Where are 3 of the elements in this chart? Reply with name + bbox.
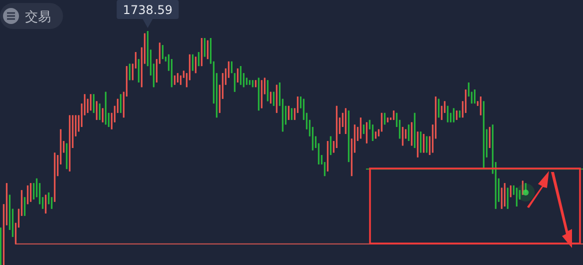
- button: 交易: [0, 3, 63, 29]
- tooltip: 1738.59: [116, 0, 179, 28]
- annotation: 1738.59: [122, 3, 173, 17]
